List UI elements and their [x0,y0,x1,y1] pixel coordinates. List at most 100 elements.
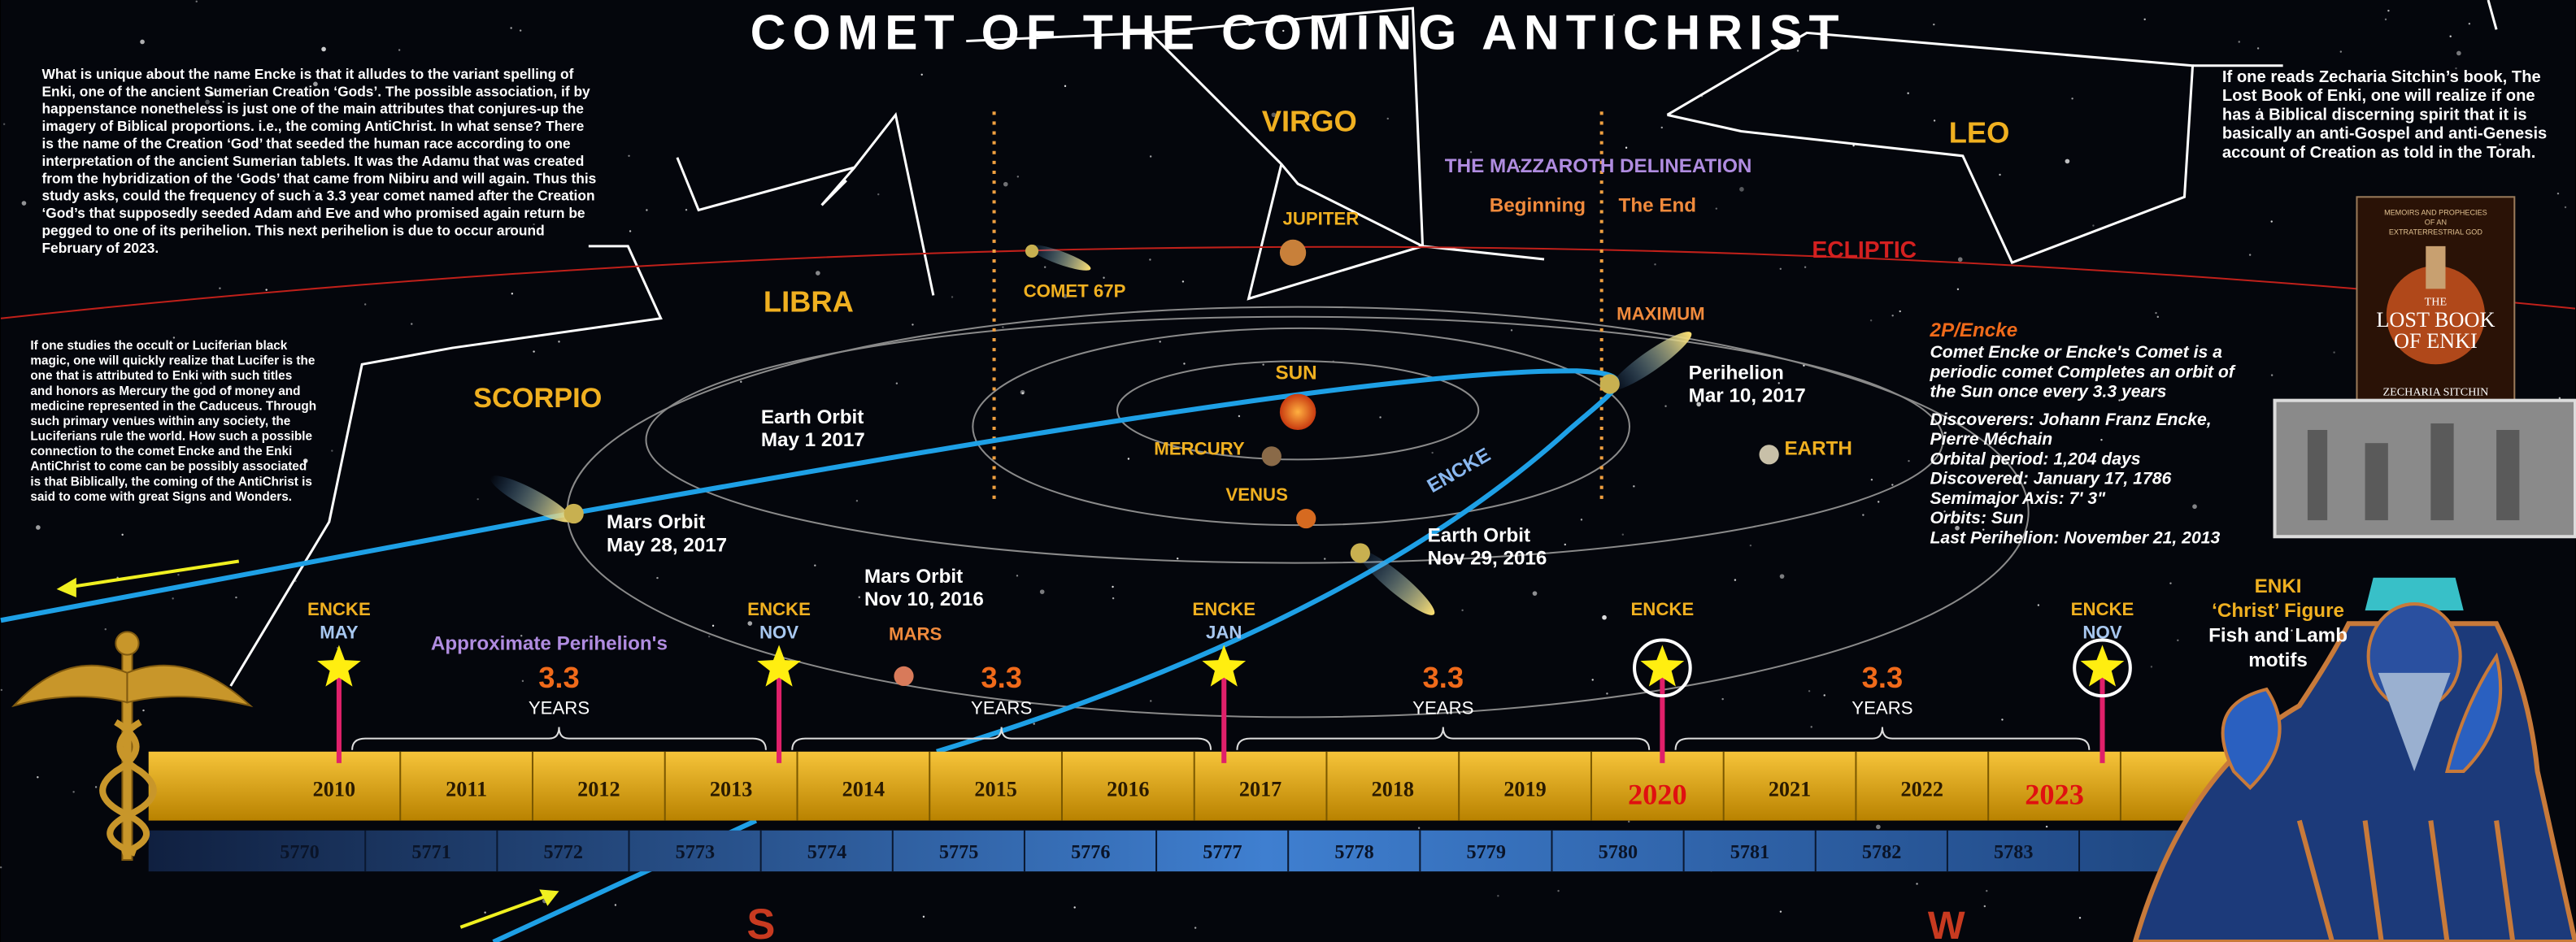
star [896,383,898,384]
star [219,287,220,289]
star [1016,575,1018,576]
star [1238,415,1240,417]
period-value: 3.3 [1862,661,1904,694]
star [1033,723,1035,724]
star [814,564,816,566]
sitchin-paragraph-line: Lost Book of Enki, one will realize if o… [2222,87,2535,105]
label-jupiter: JUPITER [1282,209,1359,229]
label-south: S [746,901,775,942]
hebrew-year-label: 5774 [807,841,846,863]
star [2456,51,2461,56]
star [923,916,925,918]
encke-info-description: Comet Encke or Encke's Comet is a [1930,343,2222,362]
hebrew-year-label: 5782 [1862,841,1901,863]
year-label: 2022 [1901,777,1943,801]
star [912,323,913,325]
hebrew-year-label: 5775 [939,841,978,863]
star [172,597,173,599]
occult-paragraph-line: is that Biblically, the coming of the An… [30,475,312,488]
encke-info-detail: Semimajor Axis: 7' 3" [1930,489,2106,508]
star [121,534,123,536]
marker-label: ENCKE [2071,599,2134,619]
label-comet-67p: COMET 67P [1024,280,1126,301]
star [1379,416,1381,418]
star [2046,826,2047,827]
seal-figure [2430,423,2453,520]
star [2333,351,2334,353]
star [2038,604,2039,606]
star [1002,326,1003,328]
star [0,866,2,868]
star [646,209,647,211]
star [1324,558,1325,559]
star [2239,41,2240,42]
star [1511,329,1512,331]
star [364,303,366,305]
star [37,776,38,778]
star [1194,927,1196,928]
star [2100,439,2102,441]
encke-info-description: the Sun once every 3.3 years [1930,383,2166,402]
star [1628,821,1630,823]
star [1876,825,1881,830]
period-unit: YEARS [971,697,1032,718]
comet-head [1025,245,1038,258]
star [1622,533,1624,535]
jupiter [1280,240,1306,266]
encke-info-title: 2P/Encke [1929,319,2017,341]
intro-paragraph-line: February of 2023. [41,240,159,256]
star [2143,19,2145,20]
marker-label: ENCKE [1192,599,1255,619]
page: { "title": "COMET OF THE COMING ANTICHRI… [0,0,2576,942]
star [140,40,145,45]
star [2449,35,2451,37]
star [533,350,534,352]
star [142,710,144,711]
encke-info-detail: Discoverers: Johann Franz Encke, [1930,410,2211,429]
hebrew-year-label: 5776 [1071,841,1110,863]
year-label: 2011 [446,777,487,801]
infographic: ENCKEMAYENCKENOVENCKEJANENCKEENCKENOV3.3… [0,0,2576,942]
star [1907,93,1908,94]
star [685,209,687,211]
star [2001,718,2003,720]
star [1908,460,1909,462]
star [656,577,658,579]
label-approx-perihelion: Approximate Perihelion's [431,633,668,655]
encke-info-detail: Discovered: January 17, 1786 [1930,470,2171,488]
star [1497,895,1499,896]
star [411,323,412,324]
period-value: 3.3 [1423,661,1464,694]
star [1073,906,1075,908]
label-ecliptic: ECLIPTIC [1812,237,1917,263]
star [1780,268,1782,270]
star [2065,159,2070,164]
marker-label: ENCKE [307,599,371,619]
hebrew-year-label: 5772 [544,841,583,863]
star [1899,310,1901,312]
star [1734,579,1736,580]
marker-label: ENCKE [1631,599,1695,619]
sitchin-paragraph-line: If one reads Zecharia Sitchin’s book, Th… [2222,68,2541,86]
star [331,449,333,451]
book-author: ZECHARIA SITCHIN [2382,386,2488,399]
book-title: LOST BOOK [2376,308,2495,332]
hebrew-year-label: 5773 [676,841,715,863]
star [951,296,953,297]
star [1933,24,1934,25]
occult-paragraph-line: such primary venues within any society, … [30,415,290,428]
star [1387,118,1389,119]
star [2157,316,2159,318]
star [1418,827,1420,829]
star [1592,679,1594,680]
label-earth-orbit-2016: Earth Orbit [1428,524,1531,546]
hebrew-year-label: 5771 [411,841,450,863]
star [740,381,742,383]
occult-paragraph-line: and honors as Mercury the god of money a… [30,384,300,398]
year-label: 2021 [1769,777,1811,801]
star [2565,206,2566,208]
label-sun: SUN [1276,362,1317,384]
marker-sublabel: MAY [320,622,358,642]
star [1564,544,1566,545]
star [1878,501,1879,502]
